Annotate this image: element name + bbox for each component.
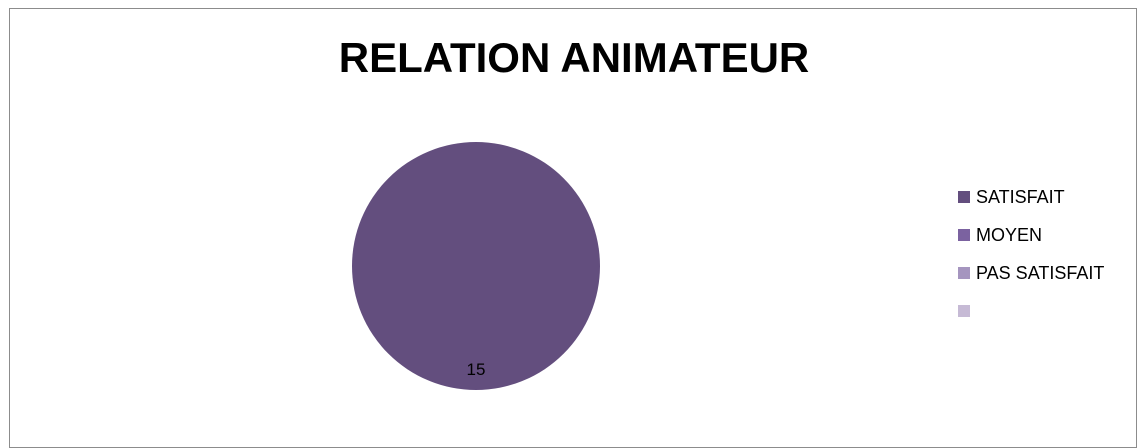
legend-item (958, 292, 1104, 330)
legend-label: SATISFAIT (976, 187, 1065, 207)
pie-slice (352, 142, 600, 390)
legend-swatch (958, 191, 970, 203)
legend-swatch (958, 229, 970, 241)
legend-swatch (958, 267, 970, 279)
pie-data-labels: 15 (467, 360, 486, 379)
pie-data-label: 15 (467, 360, 486, 379)
chart-legend: SATISFAIT MOYEN PAS SATISFAIT (958, 178, 1104, 330)
chart-title: RELATION ANIMATEUR (338, 34, 810, 81)
legend-item: PAS SATISFAIT (958, 254, 1104, 292)
legend-label: MOYEN (976, 225, 1043, 245)
legend-item: MOYEN (958, 216, 1104, 254)
legend-label: PAS SATISFAIT (976, 263, 1105, 283)
pie-slices (352, 142, 600, 390)
pie-chart: 15 (352, 142, 600, 390)
legend-swatch (958, 305, 970, 317)
legend-item: SATISFAIT (958, 178, 1104, 216)
